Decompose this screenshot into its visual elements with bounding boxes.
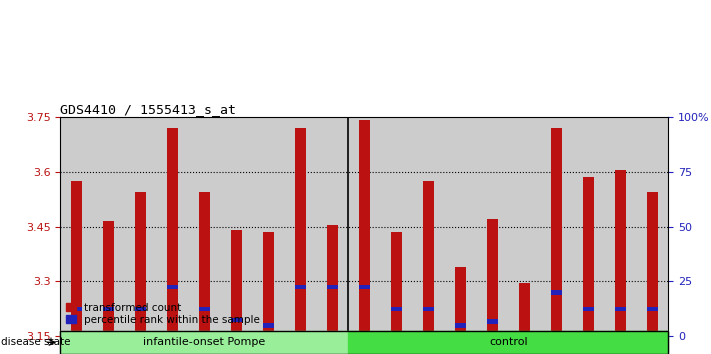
Bar [615,307,626,311]
Bar [412,117,444,336]
Legend: transformed count, percentile rank within the sample: transformed count, percentile rank withi… [65,303,260,325]
Bar [647,307,658,311]
Bar [103,307,114,311]
Bar [124,117,156,336]
Text: GDS4410 / 1555413_s_at: GDS4410 / 1555413_s_at [60,103,237,116]
Bar [476,117,508,336]
Bar [263,232,274,336]
Bar [231,318,242,322]
Bar [295,128,306,336]
Bar [167,285,178,289]
Bar [583,177,594,336]
Bar [188,117,220,336]
Bar [71,181,82,336]
Bar [508,117,540,336]
Bar [551,128,562,336]
Bar [455,267,466,336]
Bar [583,307,594,311]
Bar [391,232,402,336]
Bar [103,221,114,336]
Bar [391,307,402,311]
Bar [540,117,572,336]
Text: control: control [489,337,528,348]
Bar [295,285,306,289]
Bar [423,307,434,311]
Bar [636,117,668,336]
Bar [647,192,658,336]
Bar [572,117,604,336]
Bar [199,307,210,311]
Bar [327,285,338,289]
Text: infantile-onset Pompe: infantile-onset Pompe [144,337,265,348]
Bar [60,331,348,354]
Bar [252,117,284,336]
Bar [263,323,274,327]
Bar [220,117,252,336]
Bar [455,323,466,327]
Bar [316,117,348,336]
Bar [135,192,146,336]
Bar [135,307,146,311]
Bar [92,117,124,336]
Bar [444,117,476,336]
Bar [380,117,412,336]
Bar [348,117,380,336]
Bar [284,117,316,336]
Bar [156,117,188,336]
Bar [519,332,530,337]
Bar [231,230,242,336]
Bar [487,319,498,324]
Bar [71,307,82,311]
Bar [167,128,178,336]
Bar [615,170,626,336]
Bar [199,192,210,336]
Bar [519,283,530,336]
Bar [487,219,498,336]
Bar [348,331,668,354]
Text: disease state: disease state [1,337,70,347]
Bar [327,225,338,336]
Bar [423,181,434,336]
Bar [551,290,562,295]
Bar [359,285,370,289]
Bar [359,120,370,336]
Bar [604,117,636,336]
Bar [60,117,92,336]
